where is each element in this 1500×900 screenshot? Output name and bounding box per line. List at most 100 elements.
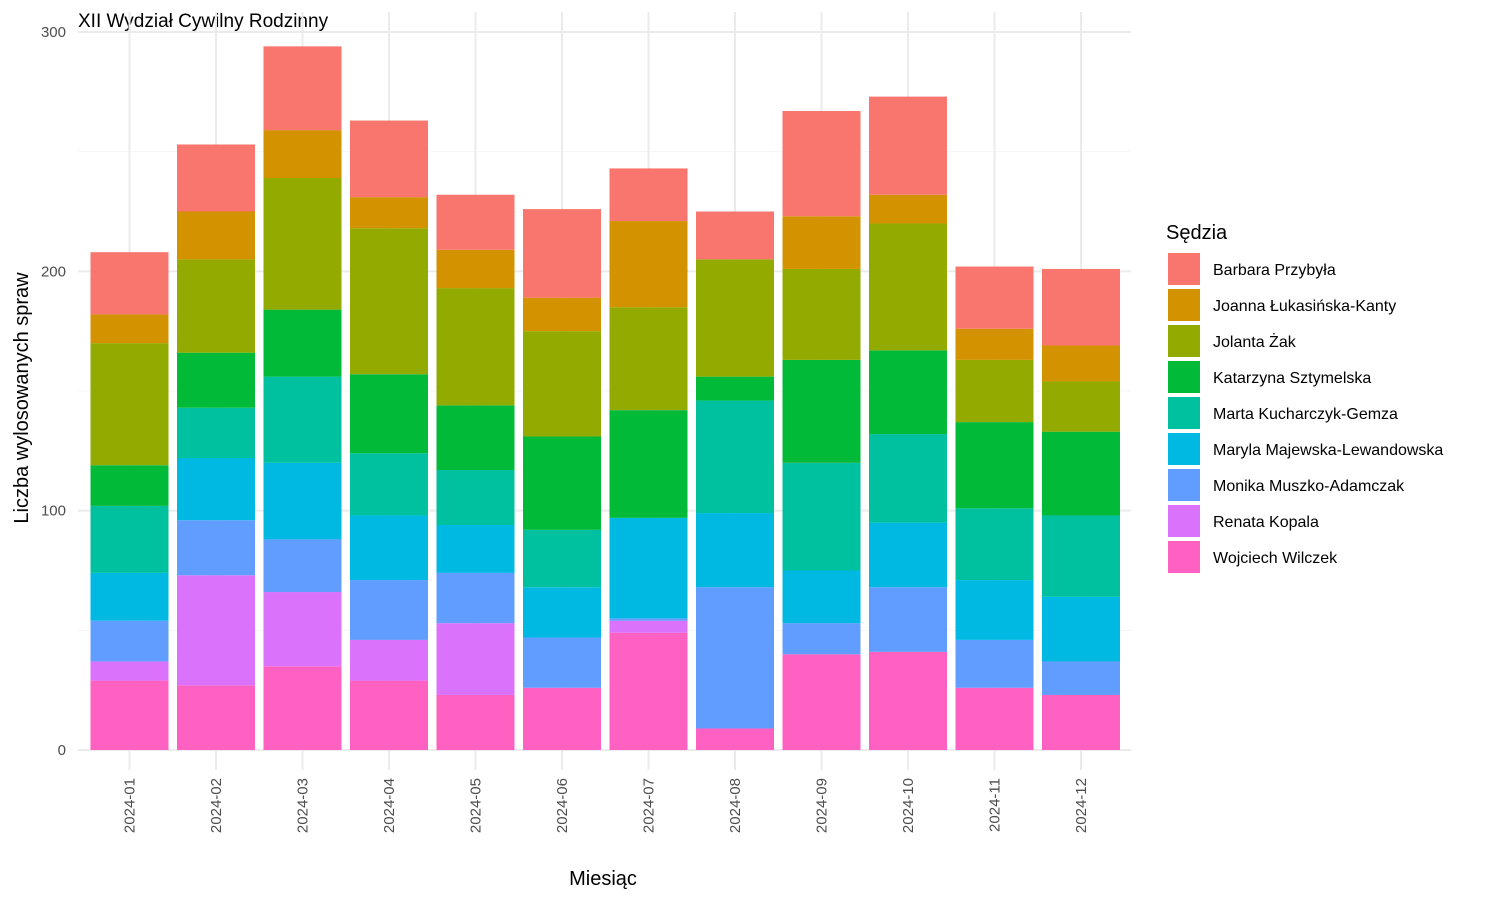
- legend-label: Maryla Majewska-Lewandowska: [1213, 442, 1443, 459]
- bar-segment: Katarzyna Sztymelska 2024-11: 36: [955, 422, 1034, 509]
- bar-segment: Maryla Majewska-Lewandowska 2024-04: 27: [350, 515, 428, 581]
- x-tick-label: 2024-01: [122, 778, 139, 833]
- bar-segment: Katarzyna Sztymelska 2024-02: 23: [177, 352, 255, 408]
- bar-segment: Joanna Łukasińska-Kanty 2024-11: 13: [955, 328, 1034, 360]
- legend-swatch: [1168, 505, 1200, 537]
- bar-segment: Jolanta Żak 2024-09: 38: [782, 268, 861, 360]
- bars: Wojciech Wilczek 2024-01: 29Renata Kopal…: [90, 46, 1120, 750]
- legend-swatch: [1168, 541, 1200, 573]
- bar-segment: Katarzyna Sztymelska 2024-01: 17: [90, 465, 169, 506]
- bar-segment: Monika Muszko-Adamczak 2024-09: 13: [782, 623, 861, 655]
- bar-segment: Joanna Łukasińska-Kanty 2024-07: 36: [609, 221, 688, 308]
- x-tick-label: 2024-07: [641, 778, 658, 833]
- bar-segment: Wojciech Wilczek 2024-12: 23: [1042, 694, 1120, 750]
- bar-segment: Joanna Łukasińska-Kanty 2024-04: 13: [350, 197, 428, 229]
- bar-segment: Jolanta Żak 2024-10: 53: [869, 223, 947, 351]
- bar-segment: Maryla Majewska-Lewandowska 2024-06: 21: [523, 587, 601, 638]
- bar-segment: Renata Kopala 2024-02: 46: [177, 575, 255, 686]
- bar-segment: Barbara Przybyła 2024-09: 44: [782, 110, 861, 217]
- bar-segment: Monika Muszko-Adamczak 2024-05: 21: [436, 572, 515, 624]
- bar-segment: Monika Muszko-Adamczak 2024-10: 27: [869, 587, 947, 652]
- bar-segment: Joanna Łukasińska-Kanty 2024-12: 15: [1042, 345, 1120, 382]
- bar-segment: Marta Kucharczyk-Gemza 2024-01: 28: [90, 505, 169, 573]
- bar-segment: Maryla Majewska-Lewandowska 2024-12: 27: [1042, 596, 1120, 662]
- legend-label: Renata Kopala: [1213, 514, 1319, 531]
- bar-segment: Jolanta Żak 2024-06: 44: [523, 331, 601, 437]
- bar-segment: Marta Kucharczyk-Gemza 2024-03: 36: [263, 376, 342, 463]
- legend-swatch: [1168, 325, 1200, 357]
- bar-segment: Wojciech Wilczek 2024-08: 9: [696, 728, 774, 750]
- bar-segment: Joanna Łukasińska-Kanty 2024-10: 12: [869, 194, 947, 224]
- bar-segment: Monika Muszko-Adamczak 2024-03: 22: [263, 539, 342, 593]
- bar-segment: Katarzyna Sztymelska 2024-08: 10: [696, 376, 774, 401]
- bar-segment: Wojciech Wilczek 2024-09: 40: [782, 654, 861, 750]
- bar-segment: Maryla Majewska-Lewandowska 2024-07: 42: [609, 517, 688, 619]
- bar-segment: Barbara Przybyła 2024-12: 32: [1042, 268, 1120, 346]
- bar-segment: Maryla Majewska-Lewandowska 2024-05: 20: [436, 525, 515, 573]
- y-axis: 0 100 200 300: [41, 24, 66, 759]
- bar-segment: Maryla Majewska-Lewandowska 2024-10: 27: [869, 522, 947, 588]
- x-tick-label: 2024-10: [900, 778, 917, 833]
- bar-segment: Renata Kopala 2024-03: 31: [263, 592, 342, 667]
- legend-swatch: [1168, 433, 1200, 465]
- legend-label: Monika Muszko-Adamczak: [1213, 478, 1405, 495]
- bar-segment: Monika Muszko-Adamczak 2024-06: 21: [523, 637, 601, 688]
- bar-segment: Joanna Łukasińska-Kanty 2024-09: 22: [782, 216, 861, 269]
- bar-segment: Monika Muszko-Adamczak 2024-02: 23: [177, 520, 255, 576]
- bar-segment: Maryla Majewska-Lewandowska 2024-11: 25: [955, 580, 1034, 640]
- bar-segment: Jolanta Żak 2024-02: 39: [177, 259, 255, 353]
- bar-segment: Maryla Majewska-Lewandowska 2024-02: 26: [177, 458, 255, 521]
- bar-segment: Renata Kopala 2024-07: 5: [609, 620, 688, 633]
- bar-segment: Marta Kucharczyk-Gemza 2024-10: 37: [869, 434, 947, 523]
- legend-label: Jolanta Żak: [1213, 332, 1297, 351]
- chart-title: XII Wydział Cywilny Rodzinny: [78, 11, 329, 32]
- bar-segment: Barbara Przybyła 2024-06: 37: [523, 209, 601, 298]
- bar-segment: Joanna Łukasińska-Kanty 2024-06: 14: [523, 297, 601, 332]
- x-tick-label: 2024-03: [295, 778, 312, 833]
- legend-swatch: [1168, 361, 1200, 393]
- bar-segment: Wojciech Wilczek 2024-03: 35: [263, 666, 342, 750]
- bar-segment: Monika Muszko-Adamczak 2024-08: 59: [696, 587, 774, 729]
- bar-segment: Jolanta Żak 2024-01: 51: [90, 343, 169, 466]
- bar-segment: Joanna Łukasińska-Kanty 2024-05: 16: [436, 249, 515, 289]
- bar-segment: Jolanta Żak 2024-08: 49: [696, 259, 774, 377]
- bar-segment: Maryla Majewska-Lewandowska 2024-08: 31: [696, 513, 774, 588]
- legend-label: Barbara Przybyła: [1213, 262, 1336, 279]
- bar-segment: Monika Muszko-Adamczak 2024-01: 17: [90, 620, 169, 662]
- bar-segment: Wojciech Wilczek 2024-11: 26: [955, 687, 1034, 750]
- bar-segment: Jolanta Żak 2024-04: 61: [350, 228, 428, 375]
- bar-segment: Jolanta Żak 2024-11: 26: [955, 359, 1034, 423]
- bar-segment: Jolanta Żak 2024-03: 55: [263, 177, 342, 310]
- x-tick-label: 2024-04: [381, 778, 398, 833]
- bar-segment: Renata Kopala 2024-04: 17: [350, 639, 428, 681]
- x-tick-label: 2024-05: [468, 778, 485, 833]
- legend-label: Wojciech Wilczek: [1213, 550, 1338, 567]
- bar-segment: Barbara Przybyła 2024-08: 20: [696, 211, 774, 260]
- x-tick-label: 2024-11: [987, 778, 1004, 832]
- legend-swatch: [1168, 289, 1200, 321]
- bar-segment: Katarzyna Sztymelska 2024-12: 35: [1042, 431, 1120, 516]
- bar-segment: Jolanta Żak 2024-05: 49: [436, 288, 515, 406]
- bar-segment: Katarzyna Sztymelska 2024-03: 28: [263, 309, 342, 377]
- x-tick-label: 2024-12: [1073, 778, 1090, 833]
- y-tick-label: 100: [41, 503, 66, 520]
- legend-label: Joanna Łukasińska-Kanty: [1213, 298, 1396, 315]
- bar-segment: Barbara Przybyła 2024-07: 22: [609, 168, 688, 222]
- bar-segment: Marta Kucharczyk-Gemza 2024-12: 34: [1042, 515, 1120, 597]
- bar-segment: Wojciech Wilczek 2024-05: 23: [436, 694, 515, 750]
- bar-segment: Barbara Przybyła 2024-05: 23: [436, 194, 515, 250]
- bar-segment: Barbara Przybyła 2024-11: 26: [955, 266, 1034, 329]
- bar-segment: Maryla Majewska-Lewandowska 2024-09: 22: [782, 570, 861, 624]
- bar-segment: Katarzyna Sztymelska 2024-10: 35: [869, 350, 947, 435]
- bar-segment: Maryla Majewska-Lewandowska 2024-01: 20: [90, 572, 169, 621]
- bar-segment: Marta Kucharczyk-Gemza 2024-02: 21: [177, 407, 255, 459]
- bar-segment: Barbara Przybyła 2024-10: 41: [869, 96, 947, 195]
- y-axis-title: Liczba wylosowanych spraw: [11, 272, 33, 524]
- bar-segment: Maryla Majewska-Lewandowska 2024-03: 32: [263, 462, 342, 540]
- bar-segment: Wojciech Wilczek 2024-02: 27: [177, 685, 255, 750]
- bar-segment: Marta Kucharczyk-Gemza 2024-05: 23: [436, 469, 515, 526]
- bar-segment: Katarzyna Sztymelska 2024-05: 27: [436, 405, 515, 470]
- bar-segment: Marta Kucharczyk-Gemza 2024-06: 24: [523, 529, 601, 588]
- bar-segment: Katarzyna Sztymelska 2024-07: 45: [609, 410, 688, 518]
